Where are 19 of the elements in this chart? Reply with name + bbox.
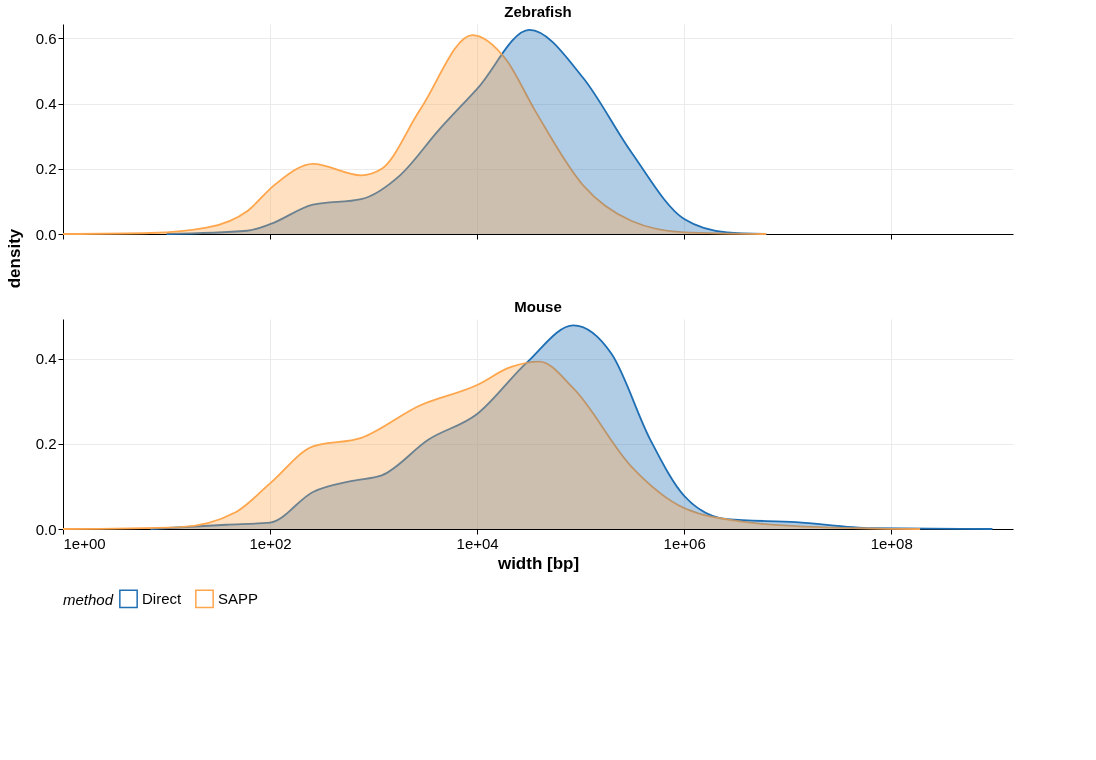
legend-label: SAPP <box>218 589 259 607</box>
legend-title: method <box>63 591 114 608</box>
y-tick-label: 0.2 <box>35 160 57 178</box>
y-tick-label: 0.4 <box>35 95 57 113</box>
y-tick-label: 0.2 <box>35 435 57 453</box>
x-tick-label: 1e+08 <box>870 534 913 552</box>
y-tick-label: 0.0 <box>35 225 57 243</box>
chart-title: Mouse <box>514 298 562 315</box>
x-tick-label: 1e+06 <box>663 534 706 552</box>
x-tick-label: 1e+00 <box>63 534 106 552</box>
y-tick-label: 0.6 <box>35 29 57 47</box>
y-tick-label: 0.0 <box>35 520 57 538</box>
chart-title: Zebrafish <box>504 3 572 20</box>
x-tick-label: 1e+02 <box>249 534 292 552</box>
x-tick-label: 1e+04 <box>456 534 499 552</box>
legend-label: Direct <box>142 589 182 607</box>
y-axis-title: density <box>4 228 24 289</box>
x-axis-title: width [bp] <box>496 553 580 573</box>
y-tick-label: 0.4 <box>35 350 57 368</box>
